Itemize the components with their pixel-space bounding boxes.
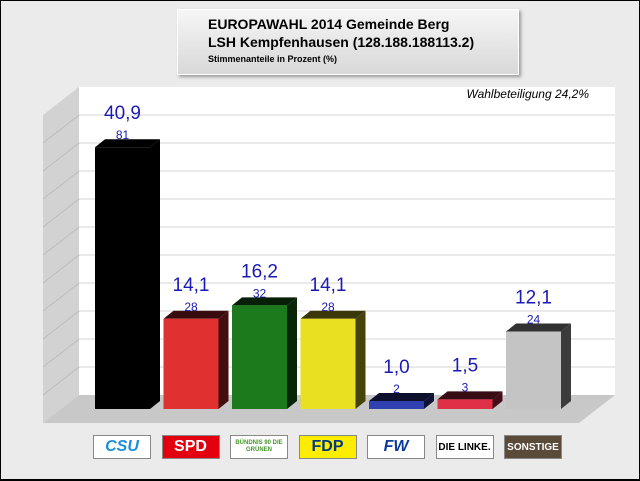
bar-value-label: 14,1 <box>310 275 347 296</box>
bar-top <box>369 393 434 401</box>
gridline-side <box>42 338 80 368</box>
bar-top <box>163 310 229 319</box>
bar-value-label: 14,1 <box>173 275 210 296</box>
bar <box>232 305 287 409</box>
gridline-side <box>42 282 80 312</box>
bar-value-label: 16,2 <box>241 261 278 282</box>
gridline-side <box>42 366 80 396</box>
bar-top <box>506 323 571 332</box>
legend-logo-6: SONSTIGE <box>504 435 562 459</box>
bar <box>437 399 493 409</box>
bar-value-label: 1,0 <box>383 357 409 378</box>
bar-top <box>95 139 160 148</box>
gridline-side <box>42 198 80 228</box>
bar-side <box>355 310 366 409</box>
bar-value-label: 12,1 <box>515 288 552 309</box>
bar <box>300 318 356 409</box>
chart-subtitle: Stimmenanteile in Prozent (%) <box>208 54 338 64</box>
bar-votes-label: 32 <box>253 286 267 300</box>
bar-side <box>218 310 229 409</box>
bar <box>506 331 561 409</box>
chart-title: EUROPAWAHL 2014 Gemeinde Berg <box>208 16 450 32</box>
bar-top <box>437 391 503 400</box>
gridline-side <box>42 310 80 340</box>
bar-side <box>287 297 297 409</box>
bar <box>95 147 150 410</box>
bar-side <box>424 393 434 409</box>
bar-value-label: 1,5 <box>452 355 478 376</box>
turnout-label: Wahlbeteiligung 24,2% <box>466 87 589 101</box>
legend-logo-3: FDP <box>298 435 357 459</box>
chart-left-wall <box>43 87 79 423</box>
bar <box>163 318 219 409</box>
gridline-side <box>42 254 80 284</box>
gridline-side <box>42 142 80 172</box>
legend-logo-1: SPD <box>161 435 220 459</box>
bar-value-label: 40,9 <box>104 103 141 124</box>
bar-votes-label: 28 <box>184 300 198 314</box>
bar-votes-label: 2 <box>393 382 400 396</box>
bar-side <box>150 139 160 410</box>
bar-top <box>300 310 366 319</box>
bar-side <box>561 323 571 409</box>
gridline-side <box>42 170 80 200</box>
bar-side <box>492 391 503 409</box>
legend-logo-4: FW <box>367 435 425 459</box>
bar-top <box>232 297 297 306</box>
bar-votes-label: 24 <box>527 313 541 327</box>
bar-votes-label: 3 <box>462 380 469 394</box>
bar <box>369 401 424 409</box>
bar-votes-label: 28 <box>321 300 335 314</box>
legend-logo-5: DIE LINKE. <box>435 435 494 459</box>
gridline-side <box>42 226 80 256</box>
legend-logo-0: CSU <box>93 435 151 459</box>
title-box: EUROPAWAHL 2014 Gemeinde Berg LSH Kempfe… <box>177 9 519 75</box>
gridline-side <box>42 114 80 144</box>
bar-votes-label: 81 <box>116 128 130 142</box>
chart-location: LSH Kempfenhausen (128.188.188113.2) <box>208 34 475 50</box>
legend-logo-2: BÜNDNIS 90 DIE GRÜNEN <box>230 435 288 459</box>
